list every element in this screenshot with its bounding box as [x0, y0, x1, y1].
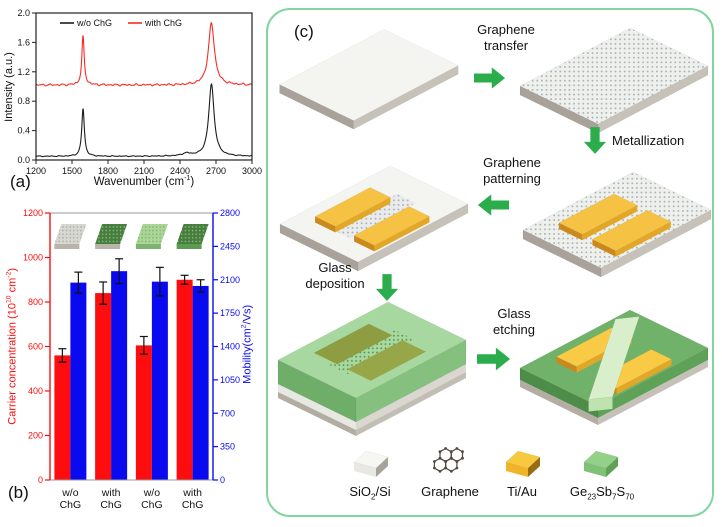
svg-text:0.8: 0.8	[17, 96, 30, 106]
arrow-left-icon	[477, 194, 509, 216]
arrow-right-icon	[474, 67, 506, 89]
svg-text:0.4: 0.4	[17, 126, 30, 136]
bar-chart-canvas: w/o ChG with ChG w/o ChG with ChG 0 200 400 600 800 1…	[23, 208, 240, 511]
legend-label-chg-glass: Ge23Sb7S70	[569, 484, 635, 502]
svg-text:400: 400	[28, 386, 43, 396]
electrode-right	[591, 210, 672, 257]
svg-text:3000: 3000	[242, 166, 262, 176]
svg-text:1000: 1000	[23, 253, 43, 263]
arrow-down-icon	[375, 274, 399, 301]
svg-text:0: 0	[220, 475, 225, 485]
svg-text:1500: 1500	[62, 166, 82, 176]
svg-text:700: 700	[220, 408, 235, 418]
svg-text:0: 0	[38, 475, 43, 485]
substrate-slab	[278, 364, 466, 436]
step-label-glass-etching: Glass etching	[493, 306, 535, 337]
legend-label-graphene: Graphene	[421, 484, 479, 499]
electrode-left	[558, 193, 638, 241]
illustration-glass-covered-device	[277, 301, 467, 436]
svg-text:2700: 2700	[206, 166, 226, 176]
arrow-right-icon	[477, 347, 511, 371]
svg-text:1800: 1800	[98, 166, 118, 176]
buried-electrode-left	[313, 323, 393, 365]
svg-text:with ChG: with ChG	[144, 18, 182, 28]
svg-text:350: 350	[220, 442, 235, 452]
svg-text:1750: 1750	[220, 308, 240, 318]
svg-text:2100: 2100	[220, 275, 240, 285]
illustration-final-device	[519, 309, 709, 425]
svg-text:2400: 2400	[170, 166, 190, 176]
graphene-layer	[520, 28, 708, 124]
buried-electrode-right	[347, 340, 426, 381]
svg-text:2800: 2800	[220, 208, 240, 218]
svg-text:1400: 1400	[220, 342, 240, 352]
illustration-patterned-device	[279, 165, 469, 272]
arrow-down-icon	[583, 127, 607, 154]
carrier-concentration-axis-label: Carrier concentration (1010 cm-2)	[5, 267, 19, 425]
mobility-axis-label: Mobility(cm2/Vs)	[240, 304, 254, 384]
svg-text:1200: 1200	[23, 208, 43, 218]
svg-text:1.2: 1.2	[17, 67, 30, 77]
electrode-right	[353, 206, 430, 252]
ti-au-icon	[505, 450, 541, 477]
step-label-glass-deposition: Glass deposition	[305, 260, 365, 291]
process-panel-border	[266, 8, 714, 517]
svg-text:w/o ChG: w/o ChG	[76, 18, 112, 28]
svg-text:1050: 1050	[220, 375, 240, 385]
illustration-metallized-device	[522, 171, 712, 278]
svg-text:2100: 2100	[134, 166, 154, 176]
step-label-metallization: Metallization	[612, 133, 685, 148]
svg-text:2.0: 2.0	[17, 8, 30, 18]
substrate-slab	[279, 29, 459, 130]
step-label-graphene-transfer: Graphene transfer	[477, 22, 535, 53]
waveguide-ridge	[588, 316, 640, 412]
svg-text:1.6: 1.6	[17, 37, 30, 47]
sio2-si-icon	[353, 450, 389, 477]
svg-text:0.0: 0.0	[17, 155, 30, 165]
legend-label-ti-au: Ti/Au	[507, 484, 537, 499]
svg-text:600: 600	[28, 342, 43, 352]
svg-text:1200: 1200	[26, 166, 46, 176]
step-label-graphene-patterning: Graphene patterning	[483, 155, 541, 186]
graphene-channel	[331, 194, 416, 238]
graphene-icon	[433, 447, 464, 473]
illustration-bare-substrate	[279, 29, 459, 130]
svg-text:800: 800	[28, 297, 43, 307]
panel-b-letter: (b)	[8, 483, 29, 502]
svg-text:200: 200	[28, 431, 43, 441]
raman-chart-canvas: 1200 1500 1800 2100 2400 2700 3000 0.0 0.4 0.8 1.2…	[17, 8, 262, 176]
raman-y-axis-label: Intensity (a.u.)	[3, 52, 15, 122]
illustration-graphene-on-substrate	[519, 27, 709, 134]
panel-c-letter: (c)	[294, 22, 314, 41]
raman-x-axis-label: Wavenumber (cm-1)	[93, 174, 195, 188]
chg-glass-icon	[583, 450, 619, 477]
svg-text:2450: 2450	[220, 241, 240, 251]
electrode-left	[314, 187, 391, 233]
legend-label-sio2-si: SiO2/Si	[349, 484, 391, 502]
panel-a-letter: (a)	[10, 172, 31, 191]
buried-graphene-channel	[329, 330, 414, 374]
